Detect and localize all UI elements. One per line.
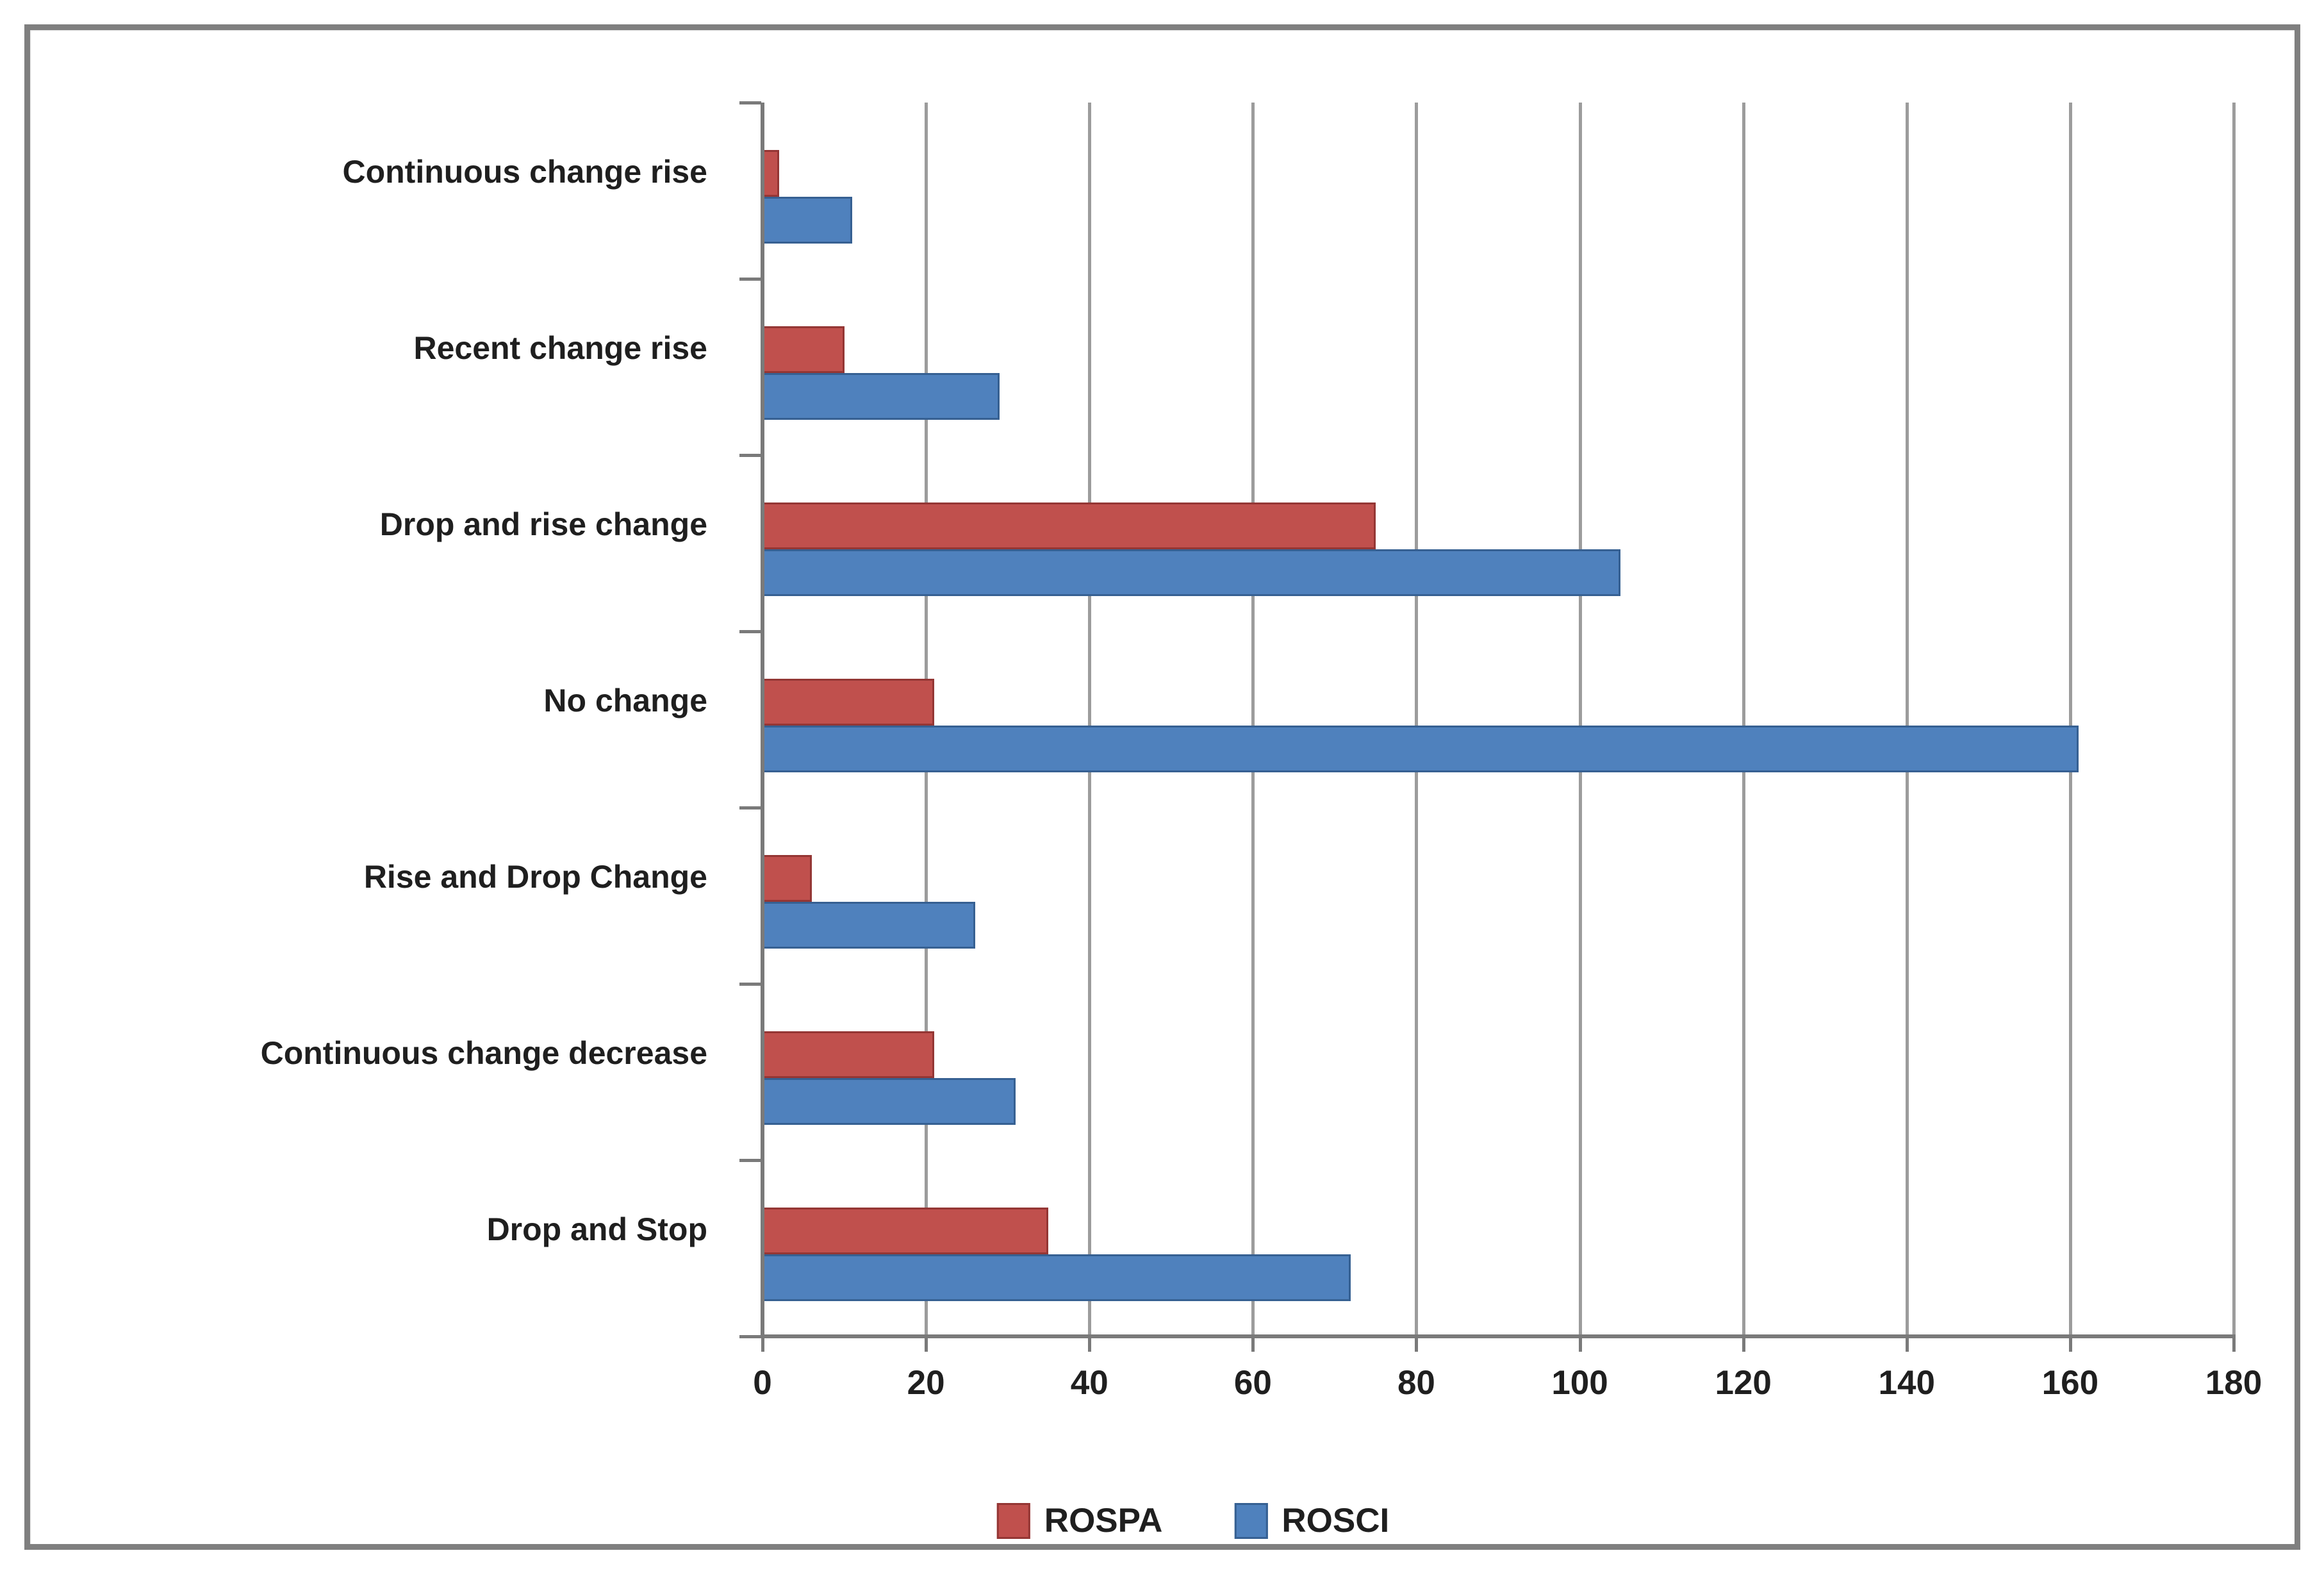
category-label-1: Recent change rise: [413, 330, 707, 367]
bar-rospa-4: [762, 855, 812, 902]
category-label-5: Continuous change decrease: [260, 1035, 707, 1072]
legend-item-rospa: ROSPA: [996, 1501, 1163, 1540]
category-label-2: Drop and rise change: [379, 506, 707, 543]
x-axis-tick-180: [2232, 1336, 2236, 1352]
x-tick-label-180: 180: [2205, 1364, 2262, 1402]
bar-rospa-0: [762, 150, 779, 197]
bar-rosci-4: [762, 902, 975, 949]
x-tick-label-0: 0: [753, 1364, 772, 1402]
gridline-x-100: [1578, 103, 1582, 1336]
x-axis-tick-120: [1742, 1336, 1745, 1352]
y-axis-tick-7: [739, 1335, 761, 1338]
figure-frame: Continuous change rise Recent change rise…: [24, 24, 2300, 1550]
x-tick-label-100: 100: [1551, 1364, 1608, 1402]
gridline-x-160: [2068, 103, 2072, 1336]
x-axis-tick-20: [925, 1336, 928, 1352]
category-label-0: Continuous change rise: [342, 154, 707, 190]
x-tick-label-20: 20: [907, 1364, 945, 1402]
category-label-4: Rise and Drop Change: [363, 859, 707, 895]
bar-rosci-3: [762, 726, 2079, 772]
bar-rospa-5: [762, 1031, 934, 1079]
bar-rosci-2: [762, 549, 1621, 596]
bar-rospa-1: [762, 326, 845, 374]
gridline-x-140: [1905, 103, 1909, 1336]
legend-swatch-rosci: [1234, 1502, 1268, 1539]
legend-swatch-rospa: [996, 1502, 1030, 1539]
y-axis-tick-5: [739, 983, 761, 986]
x-axis-tick-80: [1415, 1336, 1419, 1352]
bar-rosci-6: [762, 1254, 1351, 1301]
gridline-x-60: [1251, 103, 1255, 1336]
y-axis-tick-6: [739, 1159, 761, 1162]
gridline-x-40: [1088, 103, 1092, 1336]
gridline-x-120: [1742, 103, 1745, 1336]
y-axis-tick-1: [739, 278, 761, 281]
gridline-x-80: [1415, 103, 1419, 1336]
plot-area: [739, 101, 2236, 1352]
x-tick-label-80: 80: [1397, 1364, 1435, 1402]
legend-item-rosci: ROSCI: [1234, 1501, 1389, 1540]
bar-rosci-0: [762, 197, 853, 244]
y-axis-tick-4: [739, 806, 761, 810]
bar-rospa-2: [762, 502, 1376, 550]
bar-rosci-5: [762, 1078, 1016, 1125]
bar-rosci-1: [762, 373, 1000, 420]
chart-legend: ROSPA ROSCI: [996, 1501, 1389, 1540]
x-axis-tick-60: [1251, 1336, 1255, 1352]
x-axis-line: [761, 1334, 2236, 1338]
x-axis-tick-140: [1905, 1336, 1909, 1352]
y-axis-line: [761, 103, 764, 1336]
gridline-x-180: [2232, 103, 2236, 1336]
bar-rospa-6: [762, 1208, 1049, 1255]
legend-label-rosci: ROSCI: [1281, 1502, 1390, 1540]
x-tick-label-120: 120: [1715, 1364, 1772, 1402]
x-axis-tick-160: [2068, 1336, 2072, 1352]
x-axis-tick-40: [1088, 1336, 1092, 1352]
y-axis-tick-0: [739, 101, 761, 104]
x-tick-label-60: 60: [1233, 1364, 1272, 1402]
category-label-3: No change: [543, 683, 707, 719]
y-axis-tick-3: [739, 630, 761, 633]
x-tick-label-40: 40: [1070, 1364, 1108, 1402]
x-tick-label-160: 160: [2041, 1364, 2099, 1402]
x-axis-tick-0: [761, 1336, 764, 1352]
bar-rospa-3: [762, 679, 934, 726]
category-label-6: Drop and Stop: [486, 1211, 707, 1248]
legend-label-rospa: ROSPA: [1044, 1502, 1163, 1540]
y-axis-tick-2: [739, 454, 761, 457]
x-tick-label-140: 140: [1878, 1364, 1935, 1402]
x-axis-tick-100: [1578, 1336, 1582, 1352]
